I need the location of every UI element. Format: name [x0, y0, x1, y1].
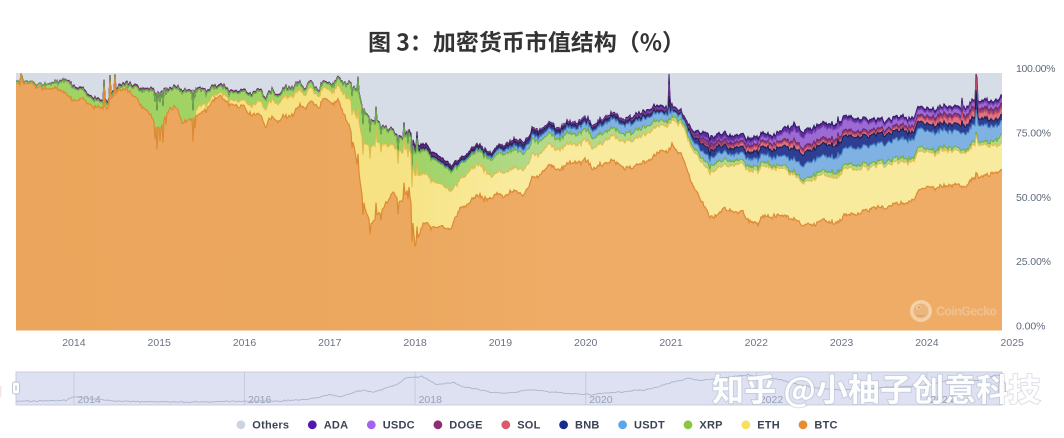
- svg-text:DOGE: DOGE: [449, 420, 482, 432]
- svg-text:50.00%: 50.00%: [1016, 192, 1051, 204]
- svg-text:2019: 2019: [489, 337, 513, 349]
- svg-text:2018: 2018: [403, 337, 427, 349]
- svg-text:USDT: USDT: [634, 420, 665, 432]
- svg-text:2014: 2014: [62, 337, 86, 349]
- svg-text:Others: Others: [252, 420, 289, 432]
- svg-text:25.00%: 25.00%: [1016, 256, 1051, 268]
- svg-text:2017: 2017: [318, 337, 342, 349]
- svg-text:2024: 2024: [915, 337, 939, 349]
- svg-text:2022: 2022: [745, 337, 769, 349]
- svg-text:2018: 2018: [419, 394, 443, 406]
- svg-text:2025: 2025: [1001, 337, 1025, 349]
- svg-text:2015: 2015: [148, 337, 172, 349]
- svg-text:2016: 2016: [233, 337, 257, 349]
- svg-text:0.00%: 0.00%: [1016, 321, 1046, 333]
- svg-text:2021: 2021: [659, 337, 683, 349]
- svg-text:BNB: BNB: [575, 420, 600, 432]
- svg-text:XRP: XRP: [699, 420, 722, 432]
- svg-text:USDC: USDC: [383, 420, 415, 432]
- svg-text:2014: 2014: [77, 394, 101, 406]
- svg-text:2023: 2023: [830, 337, 854, 349]
- svg-text:SOL: SOL: [517, 420, 540, 432]
- svg-text:100.00%: 100.00%: [1016, 63, 1056, 75]
- svg-text:ADA: ADA: [324, 420, 349, 432]
- svg-text:2020: 2020: [574, 337, 598, 349]
- svg-text:BTC: BTC: [814, 420, 837, 432]
- svg-text:75.00%: 75.00%: [1016, 127, 1051, 139]
- svg-text:CoinGecko: CoinGecko: [936, 305, 997, 319]
- svg-text:ETH: ETH: [757, 420, 780, 432]
- svg-text:2020: 2020: [589, 394, 613, 406]
- svg-text:2016: 2016: [248, 394, 272, 406]
- svg-text:2022: 2022: [760, 394, 784, 406]
